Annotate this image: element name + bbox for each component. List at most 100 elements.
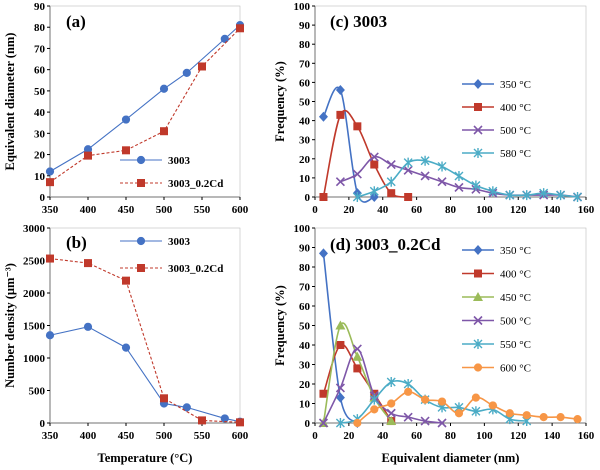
data-point xyxy=(122,146,130,155)
data-point xyxy=(539,188,549,199)
data-point xyxy=(319,193,328,201)
chart-panel-d: 0 10 20 30 40 50 60 70 80 90 100 0 20 40 60 80 100 120 140… xyxy=(273,223,595,465)
x-tick-label: 60 xyxy=(411,204,423,216)
legend-marker xyxy=(473,79,483,89)
series-3 xyxy=(352,155,583,202)
y-tick-label: 0 xyxy=(305,192,311,204)
data-point xyxy=(198,62,206,71)
legend-marker xyxy=(473,339,483,349)
x-tick-label: 600 xyxy=(232,204,249,216)
legend-marker xyxy=(136,155,146,165)
y-tick-label: 10 xyxy=(34,171,46,183)
legend-marker xyxy=(136,236,146,246)
data-point xyxy=(236,24,244,33)
x-tick-label: 400 xyxy=(80,204,97,216)
data-point xyxy=(437,161,447,172)
x-tick-label: 0 xyxy=(312,204,318,216)
data-point xyxy=(386,377,396,388)
x-tick-label: 80 xyxy=(445,204,457,216)
data-point xyxy=(236,418,244,427)
data-point xyxy=(404,193,413,201)
series-line xyxy=(322,109,409,198)
series-line xyxy=(49,258,241,423)
y-tick-label: 60 xyxy=(299,301,311,313)
data-point xyxy=(84,151,92,160)
chart-title: (c) 3003 xyxy=(330,12,387,31)
x-tick-label: 160 xyxy=(578,430,595,442)
y-tick-label: 2000 xyxy=(23,288,46,300)
legend-item: 400 °C xyxy=(462,269,531,281)
legend-label: 400 °C xyxy=(500,102,531,114)
legend-marker xyxy=(473,148,483,158)
data-point xyxy=(471,180,481,191)
y-tick-label: 30 xyxy=(299,360,311,372)
x-tick-label: 120 xyxy=(510,430,527,442)
series-0 xyxy=(318,85,379,203)
legend-item: 550 °C xyxy=(462,339,531,351)
legend-marker xyxy=(137,264,145,272)
data-point xyxy=(369,394,379,405)
chart-panel-c: 0 10 20 30 40 50 60 70 80 90 100 0 20 40 60 80 100 120 140… xyxy=(273,1,595,216)
data-point xyxy=(386,416,397,426)
data-point xyxy=(318,111,328,122)
series-3 xyxy=(318,344,447,428)
legend-label: 500 °C xyxy=(500,125,531,137)
data-point xyxy=(318,418,329,428)
data-point xyxy=(556,413,565,422)
x-tick-label: 550 xyxy=(194,430,211,442)
y-tick-label: 20 xyxy=(299,379,311,391)
data-point xyxy=(335,383,345,393)
legend-marker xyxy=(474,103,482,111)
data-point xyxy=(335,85,345,96)
data-point xyxy=(121,343,131,352)
data-point xyxy=(160,394,168,403)
y-tick-label: 0 xyxy=(40,192,46,204)
x-tick-label: 500 xyxy=(156,430,173,442)
series-0 xyxy=(45,322,245,426)
x-tick-label: 120 xyxy=(510,204,527,216)
y-tick-label: 0 xyxy=(305,418,311,430)
data-point xyxy=(46,254,54,263)
data-point xyxy=(160,127,168,136)
x-tick-label: 60 xyxy=(411,430,423,442)
data-point xyxy=(539,413,548,422)
x-tick-label: 80 xyxy=(445,430,457,442)
data-point xyxy=(182,403,191,412)
data-point xyxy=(319,389,328,398)
chart-panel-b: 0 500 1000 1500 2000 2500 3000 350 400 450 500 550 6… xyxy=(3,223,249,465)
data-point xyxy=(522,411,531,420)
data-point xyxy=(84,259,92,268)
data-point xyxy=(437,177,447,187)
data-point xyxy=(335,418,345,428)
y-tick-label: 70 xyxy=(299,282,311,294)
data-point xyxy=(370,405,379,414)
data-point xyxy=(556,190,566,201)
data-point xyxy=(488,186,498,197)
legend-label: 400 °C xyxy=(500,269,531,281)
data-point xyxy=(353,418,362,428)
data-point xyxy=(352,192,362,202)
y-tick-label: 40 xyxy=(299,116,311,128)
series-1 xyxy=(319,109,413,201)
data-point xyxy=(403,157,413,168)
y-tick-label: 1500 xyxy=(23,321,46,333)
data-point xyxy=(336,341,345,349)
y-tick-label: 500 xyxy=(29,386,46,398)
legend-marker xyxy=(473,245,483,255)
data-point xyxy=(220,414,229,423)
y-tick-label: 100 xyxy=(294,1,311,13)
x-tick-label: 140 xyxy=(544,430,561,442)
legend-label: 580 °C xyxy=(500,148,531,160)
y-tick-label: 90 xyxy=(299,20,311,32)
x-tick-label: 0 xyxy=(312,430,318,442)
series-line xyxy=(49,24,241,173)
x-tick-label: 550 xyxy=(194,204,211,216)
plot-area xyxy=(49,227,241,424)
data-point xyxy=(522,190,532,201)
data-point xyxy=(505,190,515,201)
y-tick-label: 1000 xyxy=(23,353,46,365)
data-point xyxy=(122,276,130,285)
y-tick-label: 20 xyxy=(34,150,46,162)
series-line xyxy=(322,86,375,203)
plot-area xyxy=(314,227,587,424)
